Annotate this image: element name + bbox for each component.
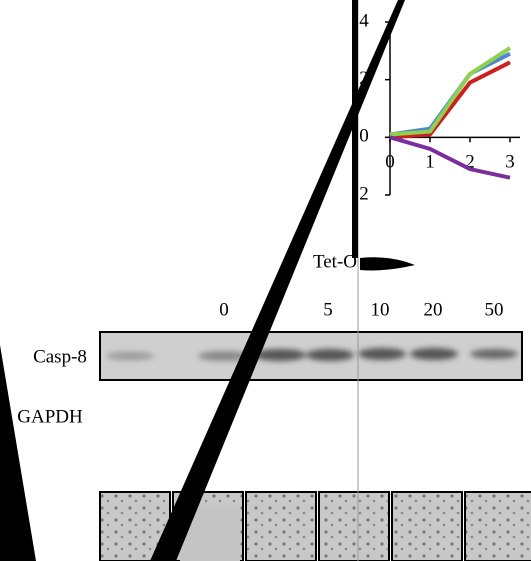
artifacts	[0, 0, 415, 561]
y-tick-label: 4	[359, 10, 369, 31]
series-line	[389, 60, 511, 140]
x-tick-label: 2	[465, 152, 475, 173]
y-tick-label: 2	[359, 183, 369, 204]
series-line	[389, 135, 511, 180]
series-line	[389, 51, 511, 137]
lane-labels: 0 5 10 20 50	[219, 299, 503, 320]
lane-label: 10	[371, 299, 390, 320]
x-tick-label: 0	[385, 152, 395, 173]
treatment-label: Tet-O	[313, 251, 357, 272]
x-tick-label: 3	[505, 152, 515, 173]
row-label: GAPDH	[17, 406, 83, 427]
lane-label: 50	[485, 299, 504, 320]
row-label: Casp-8	[33, 346, 87, 367]
lane-label: 5	[323, 299, 333, 320]
line-chart: 42020123	[359, 10, 520, 204]
x-tick-label: 1	[425, 152, 435, 173]
blot-bands	[106, 348, 518, 361]
y-tick-label: 0	[359, 126, 369, 147]
lane-label: 0	[219, 299, 229, 320]
lane-label: 20	[424, 299, 443, 320]
series-line	[389, 46, 512, 137]
